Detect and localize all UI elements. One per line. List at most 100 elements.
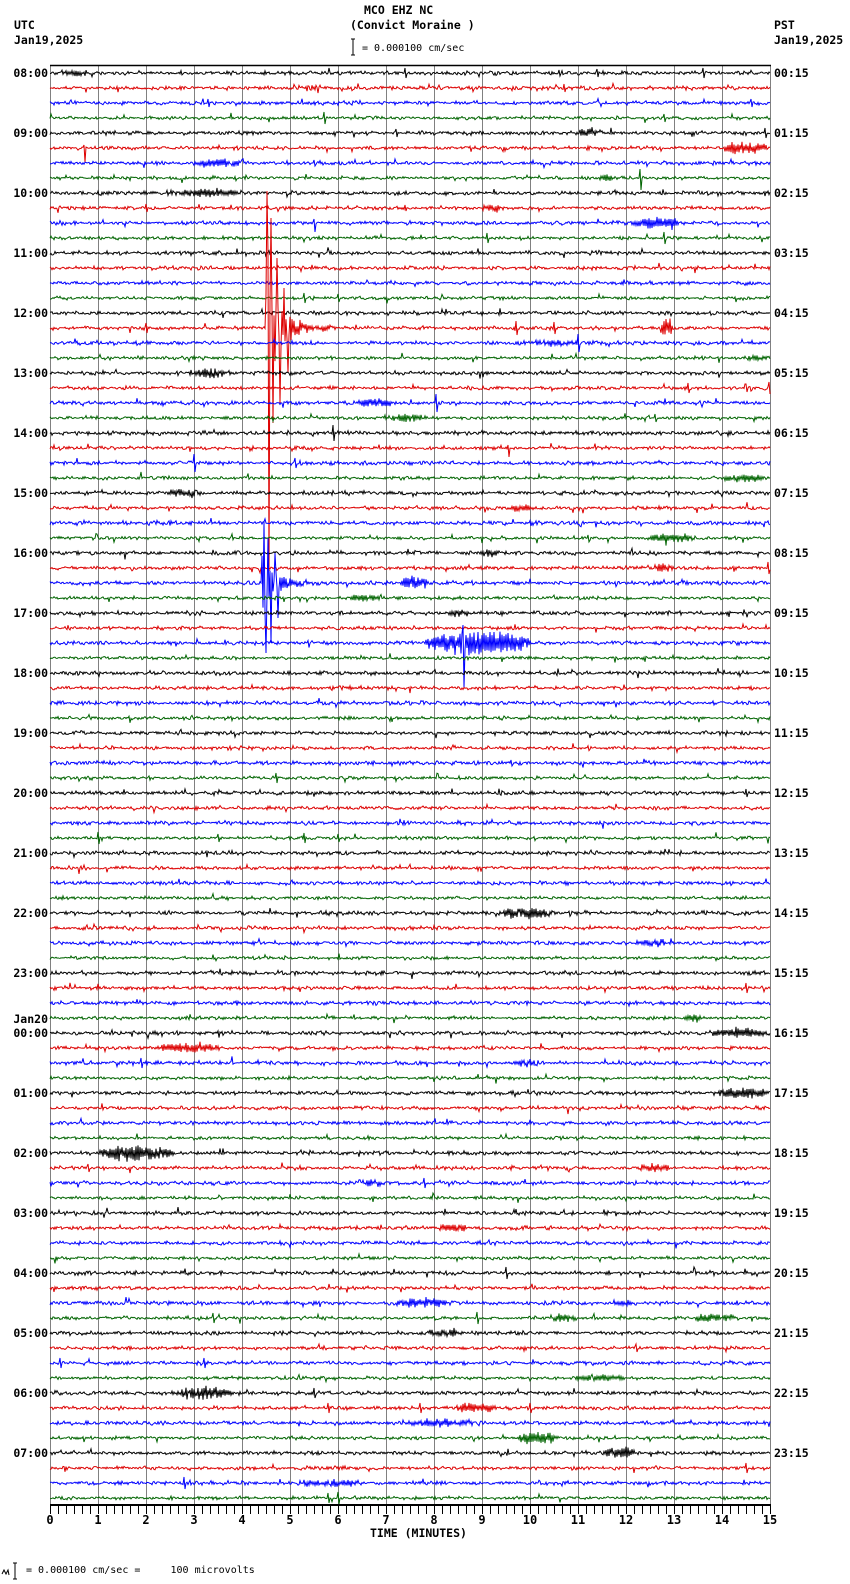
seismic-trace xyxy=(49,1056,771,1069)
seismic-trace xyxy=(49,713,771,725)
seismic-trace xyxy=(49,203,771,214)
seismic-trace xyxy=(49,953,770,963)
x-tick-label: 1 xyxy=(94,1513,102,1527)
utc-hour-label: 14:00 xyxy=(13,426,48,440)
pst-hour-label: 23:15 xyxy=(774,1446,809,1460)
seismic-trace xyxy=(49,1087,771,1099)
seismic-trace xyxy=(49,502,771,514)
seismic-trace xyxy=(49,1283,771,1293)
header-scale-text: = 0.000100 cm/sec xyxy=(362,43,465,54)
pst-hour-label: 13:15 xyxy=(774,846,809,860)
utc-hour-label: 04:00 xyxy=(13,1266,48,1280)
seismic-trace xyxy=(49,622,771,633)
utc-hour-label: 07:00 xyxy=(13,1446,48,1460)
seismic-trace xyxy=(49,728,771,740)
seismic-trace xyxy=(49,624,771,689)
seismic-trace xyxy=(49,1222,771,1233)
seismic-trace xyxy=(49,609,771,619)
seismic-trace xyxy=(49,1357,771,1369)
seismic-trace xyxy=(49,1446,771,1458)
seismic-trace xyxy=(49,262,771,274)
seismic-trace xyxy=(49,653,771,663)
seismic-trace xyxy=(49,1191,770,1203)
seismic-trace xyxy=(49,999,771,1008)
seismic-trace xyxy=(49,168,771,191)
pst-hour-label: 16:15 xyxy=(774,1026,809,1040)
utc-hour-label: 22:00 xyxy=(13,906,48,920)
pst-hour-label: 19:15 xyxy=(774,1206,809,1220)
seismic-trace xyxy=(49,453,771,473)
pst-hour-label: 18:15 xyxy=(774,1146,809,1160)
pst-date-label: Jan19,2025 xyxy=(774,33,844,47)
seismic-trace xyxy=(49,1476,771,1490)
seismic-trace xyxy=(49,742,771,755)
pst-hour-label: 09:15 xyxy=(774,606,809,620)
x-tick-label: 6 xyxy=(334,1513,342,1527)
seismic-trace xyxy=(49,1385,771,1400)
seismic-trace xyxy=(49,333,771,353)
utc-hour-label: 17:00 xyxy=(13,606,48,620)
pst-hour-label: 07:15 xyxy=(774,486,809,500)
utc-hour-label: 20:00 xyxy=(13,786,48,800)
utc-hour-label: 16:00 xyxy=(13,546,48,560)
seismic-trace xyxy=(49,187,771,199)
seismic-trace xyxy=(49,968,771,979)
footer-scale-text: = 0.000100 cm/sec = 100 microvolts xyxy=(26,1565,255,1576)
seismic-trace xyxy=(49,907,771,920)
seismic-trace xyxy=(49,1373,771,1384)
seismic-trace xyxy=(49,593,771,604)
seismic-trace xyxy=(49,1491,771,1505)
utc-hour-label: 13:00 xyxy=(13,366,48,380)
pst-hour-label: 01:15 xyxy=(774,126,809,140)
x-tick-label: 4 xyxy=(238,1513,246,1527)
seismic-trace xyxy=(49,878,771,887)
seismic-trace xyxy=(49,891,771,902)
utc-hour-label: 08:00 xyxy=(13,66,48,80)
x-tick-label: 3 xyxy=(190,1513,198,1527)
utc-hour-label: 09:00 xyxy=(13,126,48,140)
seismic-trace xyxy=(49,1265,771,1280)
seismic-trace xyxy=(49,520,771,654)
seismic-trace xyxy=(49,81,771,94)
pst-hour-label: 17:15 xyxy=(774,1086,809,1100)
seismic-trace xyxy=(49,292,771,304)
pst-timezone-label: PST xyxy=(774,18,795,32)
pst-hour-label: 03:15 xyxy=(774,246,809,260)
utc-hour-label: 12:00 xyxy=(13,306,48,320)
pst-hour-label: 14:15 xyxy=(774,906,809,920)
x-tick-label: 8 xyxy=(430,1513,438,1527)
seismic-trace xyxy=(49,424,771,442)
seismic-trace xyxy=(49,67,771,79)
seismic-trace xyxy=(49,817,771,829)
x-tick-label: 9 xyxy=(478,1513,486,1527)
seismic-trace xyxy=(49,862,771,874)
x-tick-label: 5 xyxy=(286,1513,294,1527)
seismic-trace xyxy=(49,848,771,860)
station-location: (Convict Moraine ) xyxy=(350,18,475,32)
seismic-trace xyxy=(49,216,771,233)
station-title: MCO EHZ NC xyxy=(364,3,434,17)
utc-hour-label: 21:00 xyxy=(13,846,48,860)
pst-hour-label: 15:15 xyxy=(774,966,809,980)
pst-hour-label: 11:15 xyxy=(774,726,809,740)
seismic-trace xyxy=(49,1238,771,1250)
seismic-trace xyxy=(49,831,771,845)
seismic-trace xyxy=(49,1431,771,1445)
utc-hour-label: 15:00 xyxy=(13,486,48,500)
x-tick-label: 14 xyxy=(714,1513,730,1527)
x-tick-label: 11 xyxy=(570,1513,586,1527)
seismic-trace xyxy=(49,1342,771,1354)
seismic-trace xyxy=(49,279,771,288)
seismic-trace xyxy=(49,157,771,170)
utc-hour-label: 02:00 xyxy=(13,1146,48,1160)
seismic-trace xyxy=(49,307,771,319)
utc-hour-label: 18:00 xyxy=(13,666,48,680)
seismic-trace xyxy=(49,937,771,948)
pst-hour-label: 08:15 xyxy=(774,546,809,560)
seismic-trace xyxy=(49,488,771,499)
seismic-trace xyxy=(49,1462,771,1474)
utc-hour-label: 05:00 xyxy=(13,1326,48,1340)
pst-hour-label: 06:15 xyxy=(774,426,809,440)
seismic-trace xyxy=(49,381,771,395)
seismic-trace xyxy=(49,351,771,364)
